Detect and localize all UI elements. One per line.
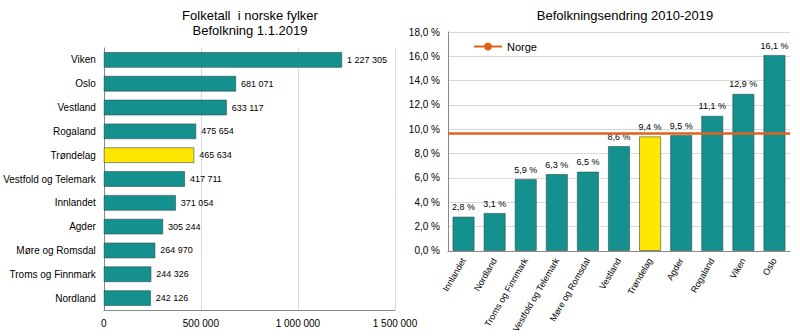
- svg-text:417 711: 417 711: [190, 174, 222, 184]
- svg-text:0,0 %: 0,0 %: [414, 245, 440, 256]
- svg-text:Troms og Finnmark: Troms og Finnmark: [482, 256, 531, 329]
- svg-text:16,0 %: 16,0 %: [409, 51, 440, 62]
- svg-text:1 227 305: 1 227 305: [347, 55, 387, 65]
- svg-text:371 054: 371 054: [181, 198, 214, 208]
- svg-text:11,1 %: 11,1 %: [699, 101, 726, 111]
- svg-text:Agder: Agder: [69, 221, 96, 232]
- svg-text:0: 0: [101, 318, 107, 329]
- svg-text:Norge: Norge: [507, 41, 537, 53]
- svg-text:242 126: 242 126: [156, 293, 189, 303]
- svg-text:Trøndelag: Trøndelag: [625, 256, 654, 296]
- svg-text:Vestfold og Telemark: Vestfold og Telemark: [3, 174, 97, 185]
- svg-text:Agder: Agder: [665, 256, 686, 282]
- svg-text:Befolkningsendring 2010-2019: Befolkningsendring 2010-2019: [537, 8, 713, 23]
- svg-text:12,9 %: 12,9 %: [729, 79, 757, 89]
- svg-text:2,0 %: 2,0 %: [414, 221, 440, 232]
- svg-text:Møre og Romsdal: Møre og Romsdal: [16, 245, 95, 256]
- svg-text:9,5 %: 9,5 %: [670, 121, 693, 131]
- svg-text:Nordland: Nordland: [472, 256, 499, 293]
- svg-text:1 000 000: 1 000 000: [276, 318, 321, 329]
- svg-text:Trøndelag: Trøndelag: [51, 150, 96, 161]
- svg-text:4,0 %: 4,0 %: [414, 197, 440, 208]
- svg-text:475 654: 475 654: [201, 126, 234, 136]
- svg-text:5,9 %: 5,9 %: [514, 165, 537, 175]
- svg-text:Vestland: Vestland: [597, 256, 623, 291]
- svg-text:465 634: 465 634: [199, 150, 232, 160]
- svg-text:9,4 %: 9,4 %: [639, 122, 662, 132]
- svg-text:Møre og Romsdal: Møre og Romsdal: [548, 256, 592, 323]
- svg-text:1 500 000: 1 500 000: [373, 318, 418, 329]
- svg-text:12,0 %: 12,0 %: [409, 99, 440, 110]
- svg-text:2,8 %: 2,8 %: [452, 202, 475, 212]
- svg-text:3,1 %: 3,1 %: [483, 199, 506, 209]
- svg-text:18,0 %: 18,0 %: [409, 27, 440, 38]
- svg-text:6,5 %: 6,5 %: [576, 157, 599, 167]
- svg-text:6,0 %: 6,0 %: [414, 172, 440, 183]
- svg-text:633 117: 633 117: [232, 103, 264, 113]
- svg-text:Rogaland: Rogaland: [53, 126, 96, 137]
- svg-text:Viken: Viken: [71, 54, 96, 65]
- svg-text:Viken: Viken: [728, 256, 748, 280]
- svg-text:Folketall i norske fylker: Folketall i norske fylker: [182, 8, 318, 23]
- svg-text:244 326: 244 326: [156, 269, 189, 279]
- svg-text:Oslo: Oslo: [75, 78, 96, 89]
- svg-text:681 071: 681 071: [241, 79, 274, 89]
- svg-text:Vestland: Vestland: [57, 102, 95, 113]
- svg-text:8,6 %: 8,6 %: [607, 131, 631, 142]
- svg-text:Vestfold og Telemark: Vestfold og Telemark: [510, 256, 562, 334]
- svg-text:305 244: 305 244: [168, 222, 201, 232]
- svg-text:Troms og Finnmark: Troms og Finnmark: [9, 269, 96, 280]
- svg-text:500 000: 500 000: [183, 318, 220, 329]
- svg-text:264 970: 264 970: [160, 245, 193, 255]
- svg-text:Befolkning 1.1.2019: Befolkning 1.1.2019: [193, 23, 308, 38]
- svg-text:Rogaland: Rogaland: [689, 256, 717, 294]
- svg-text:14,0 %: 14,0 %: [409, 75, 440, 86]
- svg-text:8,0 %: 8,0 %: [414, 148, 440, 159]
- svg-text:6,3 %: 6,3 %: [545, 160, 568, 170]
- svg-text:16,1 %: 16,1 %: [760, 41, 788, 51]
- svg-text:Nordland: Nordland: [55, 293, 96, 304]
- svg-text:Innlandet: Innlandet: [55, 197, 96, 208]
- svg-text:Oslo: Oslo: [761, 256, 779, 277]
- svg-text:Innlandet: Innlandet: [441, 256, 468, 293]
- svg-text:10,0 %: 10,0 %: [409, 124, 440, 135]
